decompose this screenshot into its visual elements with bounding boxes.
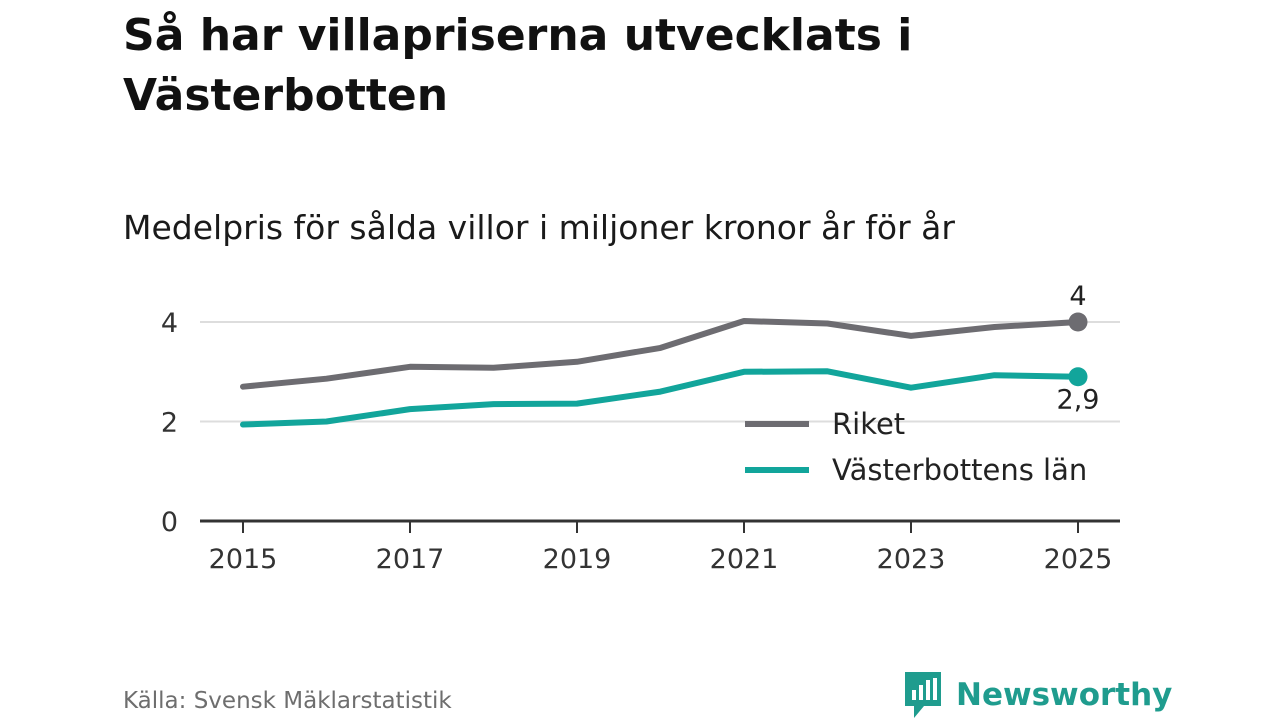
x-tick-label-2015: 2015 <box>209 544 278 575</box>
newsworthy-logo-icon <box>905 672 941 718</box>
x-tick-label-2023: 2023 <box>877 544 946 575</box>
x-tick-label-2019: 2019 <box>543 544 612 575</box>
line-chart: 0 2 4 2015 2017 2019 2021 2023 2025 4 2,9 Riket Väst… <box>161 281 1120 575</box>
series-line-1 <box>240 368 1081 428</box>
series-end-label-0: 4 <box>1069 281 1086 312</box>
x-tick-label-2021: 2021 <box>710 544 779 575</box>
series-line-0 <box>240 318 1081 390</box>
brand-name: Newsworthy <box>956 677 1173 713</box>
legend-label-1: Västerbottens län <box>832 453 1087 487</box>
series-end-marker-1 <box>1068 367 1088 387</box>
x-tick-label-2025: 2025 <box>1044 544 1113 575</box>
series-end-label-1: 2,9 <box>1057 385 1100 416</box>
brand[interactable]: Newsworthy <box>902 670 1172 720</box>
legend-label-0: Riket <box>832 407 905 441</box>
y-tick-label-4: 4 <box>161 308 178 339</box>
chart-title: Så har villapriserna utvecklats i Väster… <box>123 10 913 121</box>
y-tick-label-0: 0 <box>161 507 178 538</box>
source-note: Källa: Svensk Mäklarstatistik <box>123 688 452 714</box>
series-end-marker-0 <box>1068 312 1088 332</box>
chart-subtitle: Medelpris för sålda villor i miljoner kr… <box>123 208 955 247</box>
y-tick-label-2: 2 <box>161 408 178 439</box>
x-tick-label-2017: 2017 <box>376 544 445 575</box>
